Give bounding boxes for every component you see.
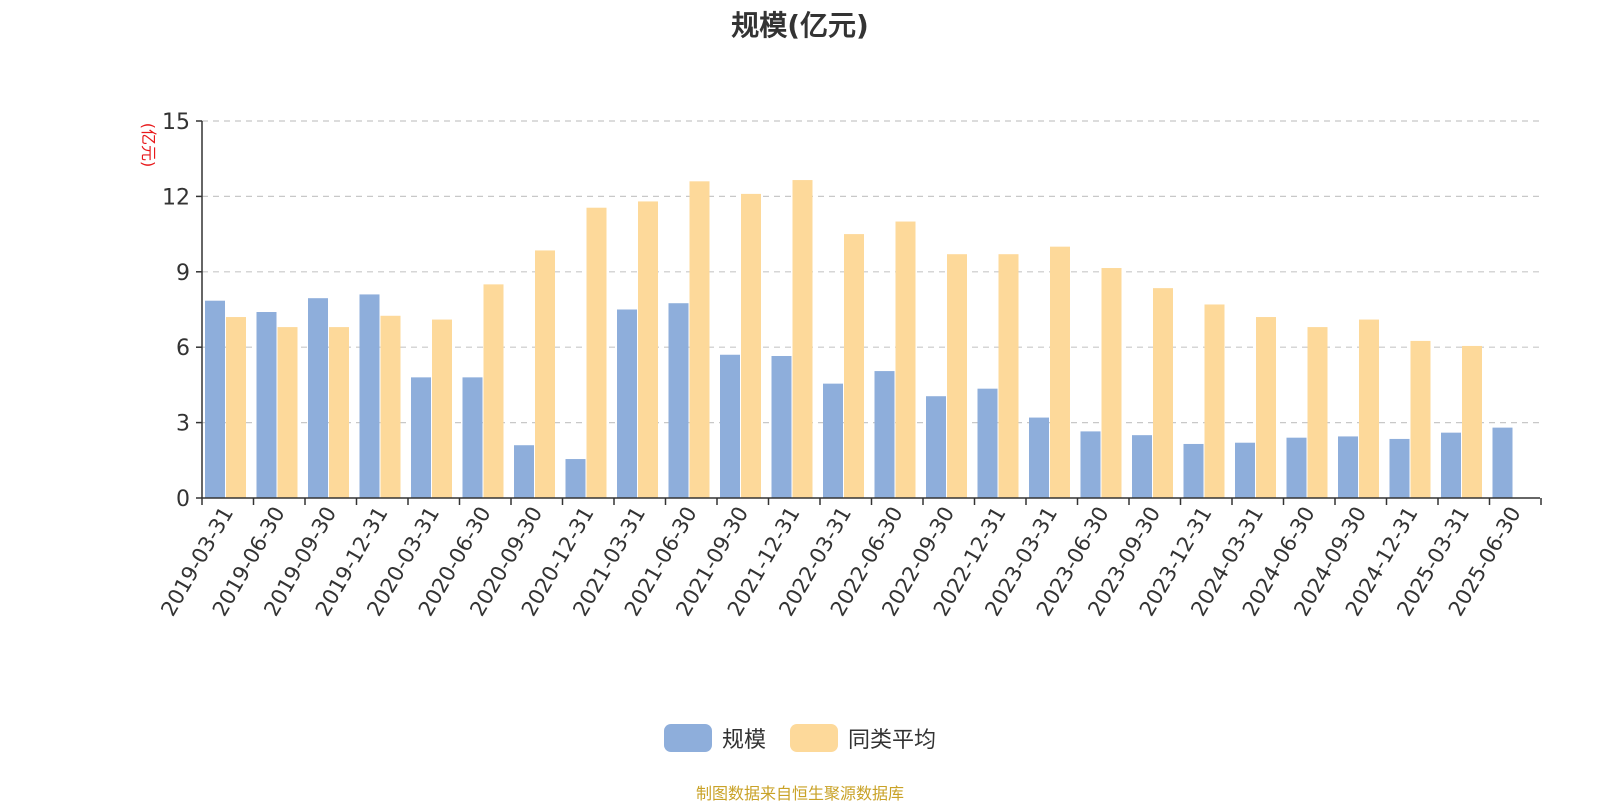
legend-swatch-scale (663, 724, 712, 752)
bar-scale[interactable] (1286, 437, 1307, 498)
legend-item-scale[interactable]: 规模 (663, 722, 766, 754)
legend: 规模 同类平均 (0, 722, 1600, 754)
bar-peer-average[interactable] (535, 250, 555, 498)
bar-scale[interactable] (1235, 442, 1255, 498)
bar-peer-average[interactable] (329, 327, 349, 498)
bar-peer-average[interactable] (1359, 319, 1379, 498)
bar-peer-average[interactable] (380, 315, 401, 498)
bar-peer-average[interactable] (1101, 268, 1122, 498)
bar-scale[interactable] (411, 377, 431, 498)
bar-scale[interactable] (926, 396, 946, 498)
bar-scale[interactable] (462, 377, 483, 498)
bar-scale[interactable] (1441, 432, 1461, 498)
x-tick-labels: 2019-03-312019-06-302019-09-302019-12-31… (156, 498, 1542, 620)
bar-scale[interactable] (977, 388, 998, 498)
bar-scale[interactable] (668, 303, 689, 498)
bar-chart: 0 3 6 9 12 15 2019-03-312019-06-302019-09-302… (139, 110, 1542, 620)
bar-scale[interactable] (874, 371, 895, 498)
bar-peer-average[interactable] (1204, 304, 1225, 498)
bar-peer-average[interactable] (1256, 317, 1276, 498)
y-tick-label: 0 (176, 487, 190, 512)
bar-peer-average[interactable] (947, 254, 967, 498)
bar-peer-average[interactable] (792, 180, 813, 498)
bar-scale[interactable] (1080, 431, 1101, 498)
bar-scale[interactable] (1492, 427, 1513, 498)
bar-peer-average[interactable] (895, 221, 916, 499)
y-tick-label: 12 (162, 185, 190, 210)
bar-scale[interactable] (565, 459, 586, 498)
bar-peer-average[interactable] (1153, 288, 1173, 498)
bar-peer-average[interactable] (998, 254, 1019, 498)
bar-scale[interactable] (1389, 438, 1410, 498)
bar-scale[interactable] (1183, 443, 1204, 498)
bar-scale[interactable] (256, 312, 277, 498)
bar-scale[interactable] (359, 294, 380, 498)
legend-label-scale: 规模 (721, 728, 766, 753)
y-tick-label: 6 (176, 336, 190, 361)
bar-peer-average[interactable] (844, 234, 864, 498)
bar-scale[interactable] (771, 355, 792, 498)
legend-item-peer-average[interactable]: 同类平均 (790, 722, 936, 754)
bar-scale[interactable] (1132, 435, 1152, 498)
y-tick-labels: 0 3 6 9 12 15 (162, 110, 202, 512)
legend-swatch-peer-average (790, 724, 838, 752)
y-tick-label: 3 (176, 412, 190, 437)
bar-peer-average[interactable] (586, 207, 607, 498)
bar-peer-average[interactable] (741, 193, 761, 499)
bar-peer-average[interactable] (1050, 246, 1070, 498)
bar-scale[interactable] (308, 298, 328, 498)
bar-peer-average[interactable] (432, 319, 452, 498)
bar-scale[interactable] (823, 383, 843, 498)
legend-label-peer-average: 同类平均 (848, 728, 937, 753)
bars (205, 180, 1513, 499)
y-tick-label: 15 (162, 110, 190, 135)
bar-peer-average[interactable] (1307, 327, 1328, 498)
bar-scale[interactable] (617, 309, 637, 499)
bar-peer-average[interactable] (638, 201, 658, 498)
bar-scale[interactable] (514, 445, 534, 498)
bar-scale[interactable] (1029, 417, 1049, 498)
bar-peer-average[interactable] (226, 317, 246, 498)
bar-peer-average[interactable] (1462, 345, 1482, 498)
grid-lines (202, 120, 1540, 424)
bar-peer-average[interactable] (483, 284, 504, 498)
bar-scale[interactable] (720, 354, 740, 498)
y-axis-label: (亿元) (139, 123, 158, 168)
bar-peer-average[interactable] (689, 181, 710, 498)
y-tick-label: 9 (176, 261, 190, 286)
bar-peer-average[interactable] (277, 327, 298, 498)
bar-peer-average[interactable] (1410, 340, 1431, 498)
chart-title: 规模(亿元) (731, 9, 869, 42)
bar-scale[interactable] (1338, 436, 1358, 498)
bar-scale[interactable] (205, 300, 225, 498)
source-note: 制图数据来自恒生聚源数据库 (695, 784, 904, 803)
